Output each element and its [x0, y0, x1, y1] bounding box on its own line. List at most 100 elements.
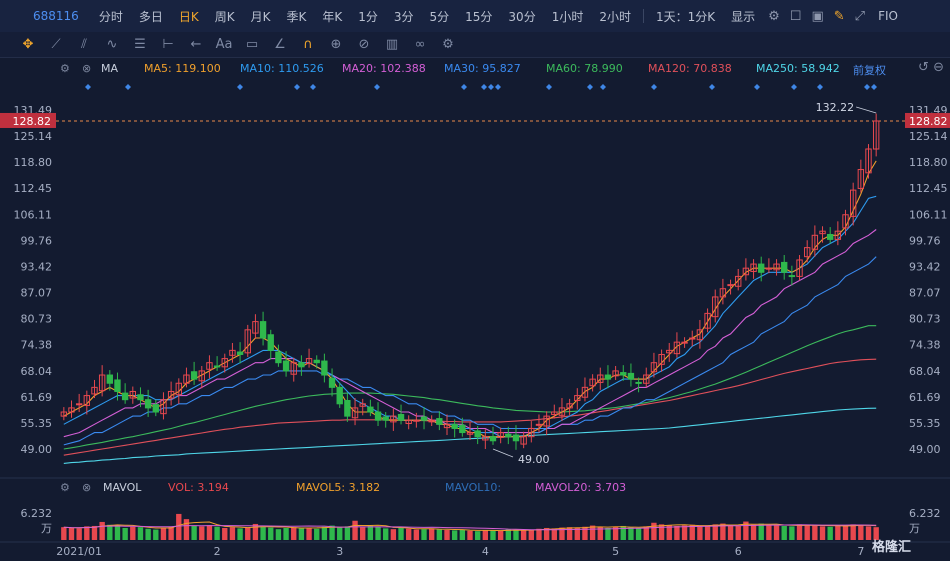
magnet-icon[interactable]: ∩	[303, 37, 313, 52]
x-tick-label: 3	[336, 545, 343, 558]
candle-body	[367, 406, 374, 413]
crosshair-icon[interactable]: ✥	[22, 37, 34, 52]
volume-bar	[360, 527, 366, 540]
period-tab[interactable]: 月K	[250, 9, 271, 24]
period-tab[interactable]: 多日	[138, 9, 163, 24]
candle-body	[206, 362, 213, 370]
volume-bar	[237, 528, 243, 540]
volume-bar	[582, 526, 588, 540]
ruler-icon[interactable]: ∠	[274, 37, 286, 52]
candle-body	[482, 436, 489, 441]
gear-icon[interactable]: ⚙	[442, 37, 454, 52]
settings-icon[interactable]: ⚙	[768, 8, 780, 24]
event-marker	[85, 84, 91, 90]
period-tab[interactable]: 年K	[322, 9, 343, 24]
candle-body	[834, 230, 842, 240]
period-tab[interactable]: 分时	[98, 9, 123, 24]
ma5-value: MA5: 119.100	[144, 62, 221, 75]
period-tab[interactable]: 5分	[429, 9, 450, 24]
collapse-icon[interactable]: ⊖	[933, 60, 944, 75]
volume-bar	[781, 525, 787, 540]
text-icon[interactable]: Aa	[215, 37, 233, 52]
candle-body	[658, 353, 665, 365]
candle-body	[413, 419, 420, 422]
period-tab[interactable]: 季K	[286, 9, 307, 24]
volume-bar	[513, 529, 519, 540]
volume-bar	[268, 527, 274, 540]
volume-bar	[444, 529, 450, 540]
separator	[642, 9, 644, 23]
ma-line-ma10	[63, 195, 877, 438]
period-tab[interactable]: 1分	[358, 9, 378, 24]
pencil-icon[interactable]: ✎	[833, 8, 845, 24]
arrow-icon[interactable]: ←	[190, 37, 202, 52]
volume-bar	[628, 527, 634, 540]
volume-bar	[375, 526, 381, 540]
close-icon[interactable]: ⊗	[82, 62, 92, 75]
volume-bar	[635, 527, 642, 540]
adjust-button[interactable]: 前复权	[853, 64, 886, 77]
fib-icon[interactable]: ☰	[134, 37, 146, 52]
lock-icon[interactable]: ⊕	[330, 37, 342, 52]
period-tab[interactable]: 1小时	[551, 9, 584, 24]
y-tick-label-right: 61.69	[909, 391, 941, 404]
trash-icon[interactable]: ▥	[385, 37, 399, 52]
volume-bar	[367, 525, 374, 540]
trendline-icon[interactable]: ⟋	[51, 37, 61, 52]
period-tab[interactable]: 2小时	[599, 9, 631, 24]
candle-body	[857, 169, 865, 189]
hide-icon[interactable]: ⊘	[358, 37, 370, 52]
volume-bar	[260, 526, 266, 540]
period-tab[interactable]: 3分	[393, 9, 414, 24]
candle-body	[198, 370, 205, 382]
fullscreen-icon[interactable]: ⤢	[854, 8, 866, 24]
settings-icon[interactable]: ⚙	[60, 62, 70, 75]
candle-body	[620, 372, 627, 376]
y-tick-label-right: 106.11	[909, 208, 948, 221]
image-icon[interactable]: ▣	[811, 8, 824, 24]
period-tab-active[interactable]: 日K	[178, 9, 199, 24]
period-tab[interactable]: 15分	[465, 9, 493, 24]
vol-legend: ⚙ ⊗ MAVOL VOL: 3.194 MAVOL5: 3.182 MAVOL…	[0, 481, 950, 495]
candle-body	[489, 436, 497, 442]
corner-controls: ↺ ⊖	[918, 60, 944, 75]
link-icon[interactable]: ∞	[414, 37, 426, 52]
volume-bar	[819, 526, 826, 540]
candle-body	[236, 351, 244, 355]
candle-body	[535, 423, 543, 426]
candle-body	[405, 419, 412, 425]
volume-bar	[681, 525, 688, 540]
ma20-value: MA20: 102.388	[342, 62, 426, 75]
period-tab[interactable]: 周K	[214, 9, 235, 24]
high-annotation: 132.22	[816, 101, 855, 114]
close-icon[interactable]: ⊗	[82, 481, 92, 494]
volume-bar	[191, 525, 197, 540]
interval-select[interactable]: 1天：1分K	[655, 9, 716, 24]
range-icon[interactable]: ⊢	[162, 37, 174, 52]
candle-body	[129, 390, 136, 399]
wave-icon[interactable]: ∿	[106, 37, 118, 52]
volume-bar	[796, 524, 803, 540]
x-tick-label: 7	[857, 545, 864, 558]
volume-bar	[61, 527, 67, 540]
vol-unit-right: 万	[909, 522, 920, 535]
ma250-value: MA250: 58.942	[756, 62, 840, 75]
channel-icon[interactable]: ⫽	[81, 37, 87, 52]
period-tab[interactable]: 30分	[508, 9, 536, 24]
comment-icon[interactable]: ▭	[245, 37, 259, 52]
volume-bar	[835, 525, 841, 540]
square-icon[interactable]: ☐	[789, 8, 802, 24]
x-tick-label: 2	[214, 545, 221, 558]
undo-icon[interactable]: ↺	[918, 60, 929, 75]
stock-code[interactable]: 688116	[33, 9, 79, 23]
volume-bar	[589, 525, 596, 540]
display-menu[interactable]: 显示	[731, 9, 756, 24]
fio-button[interactable]: FIO	[878, 9, 898, 23]
volume-bar	[574, 527, 580, 540]
settings-icon[interactable]: ⚙	[60, 481, 70, 494]
volume-bar	[321, 526, 328, 540]
y-tick-label-right: 118.80	[909, 156, 948, 169]
volume-bar	[344, 526, 351, 540]
candle-body	[788, 275, 796, 278]
